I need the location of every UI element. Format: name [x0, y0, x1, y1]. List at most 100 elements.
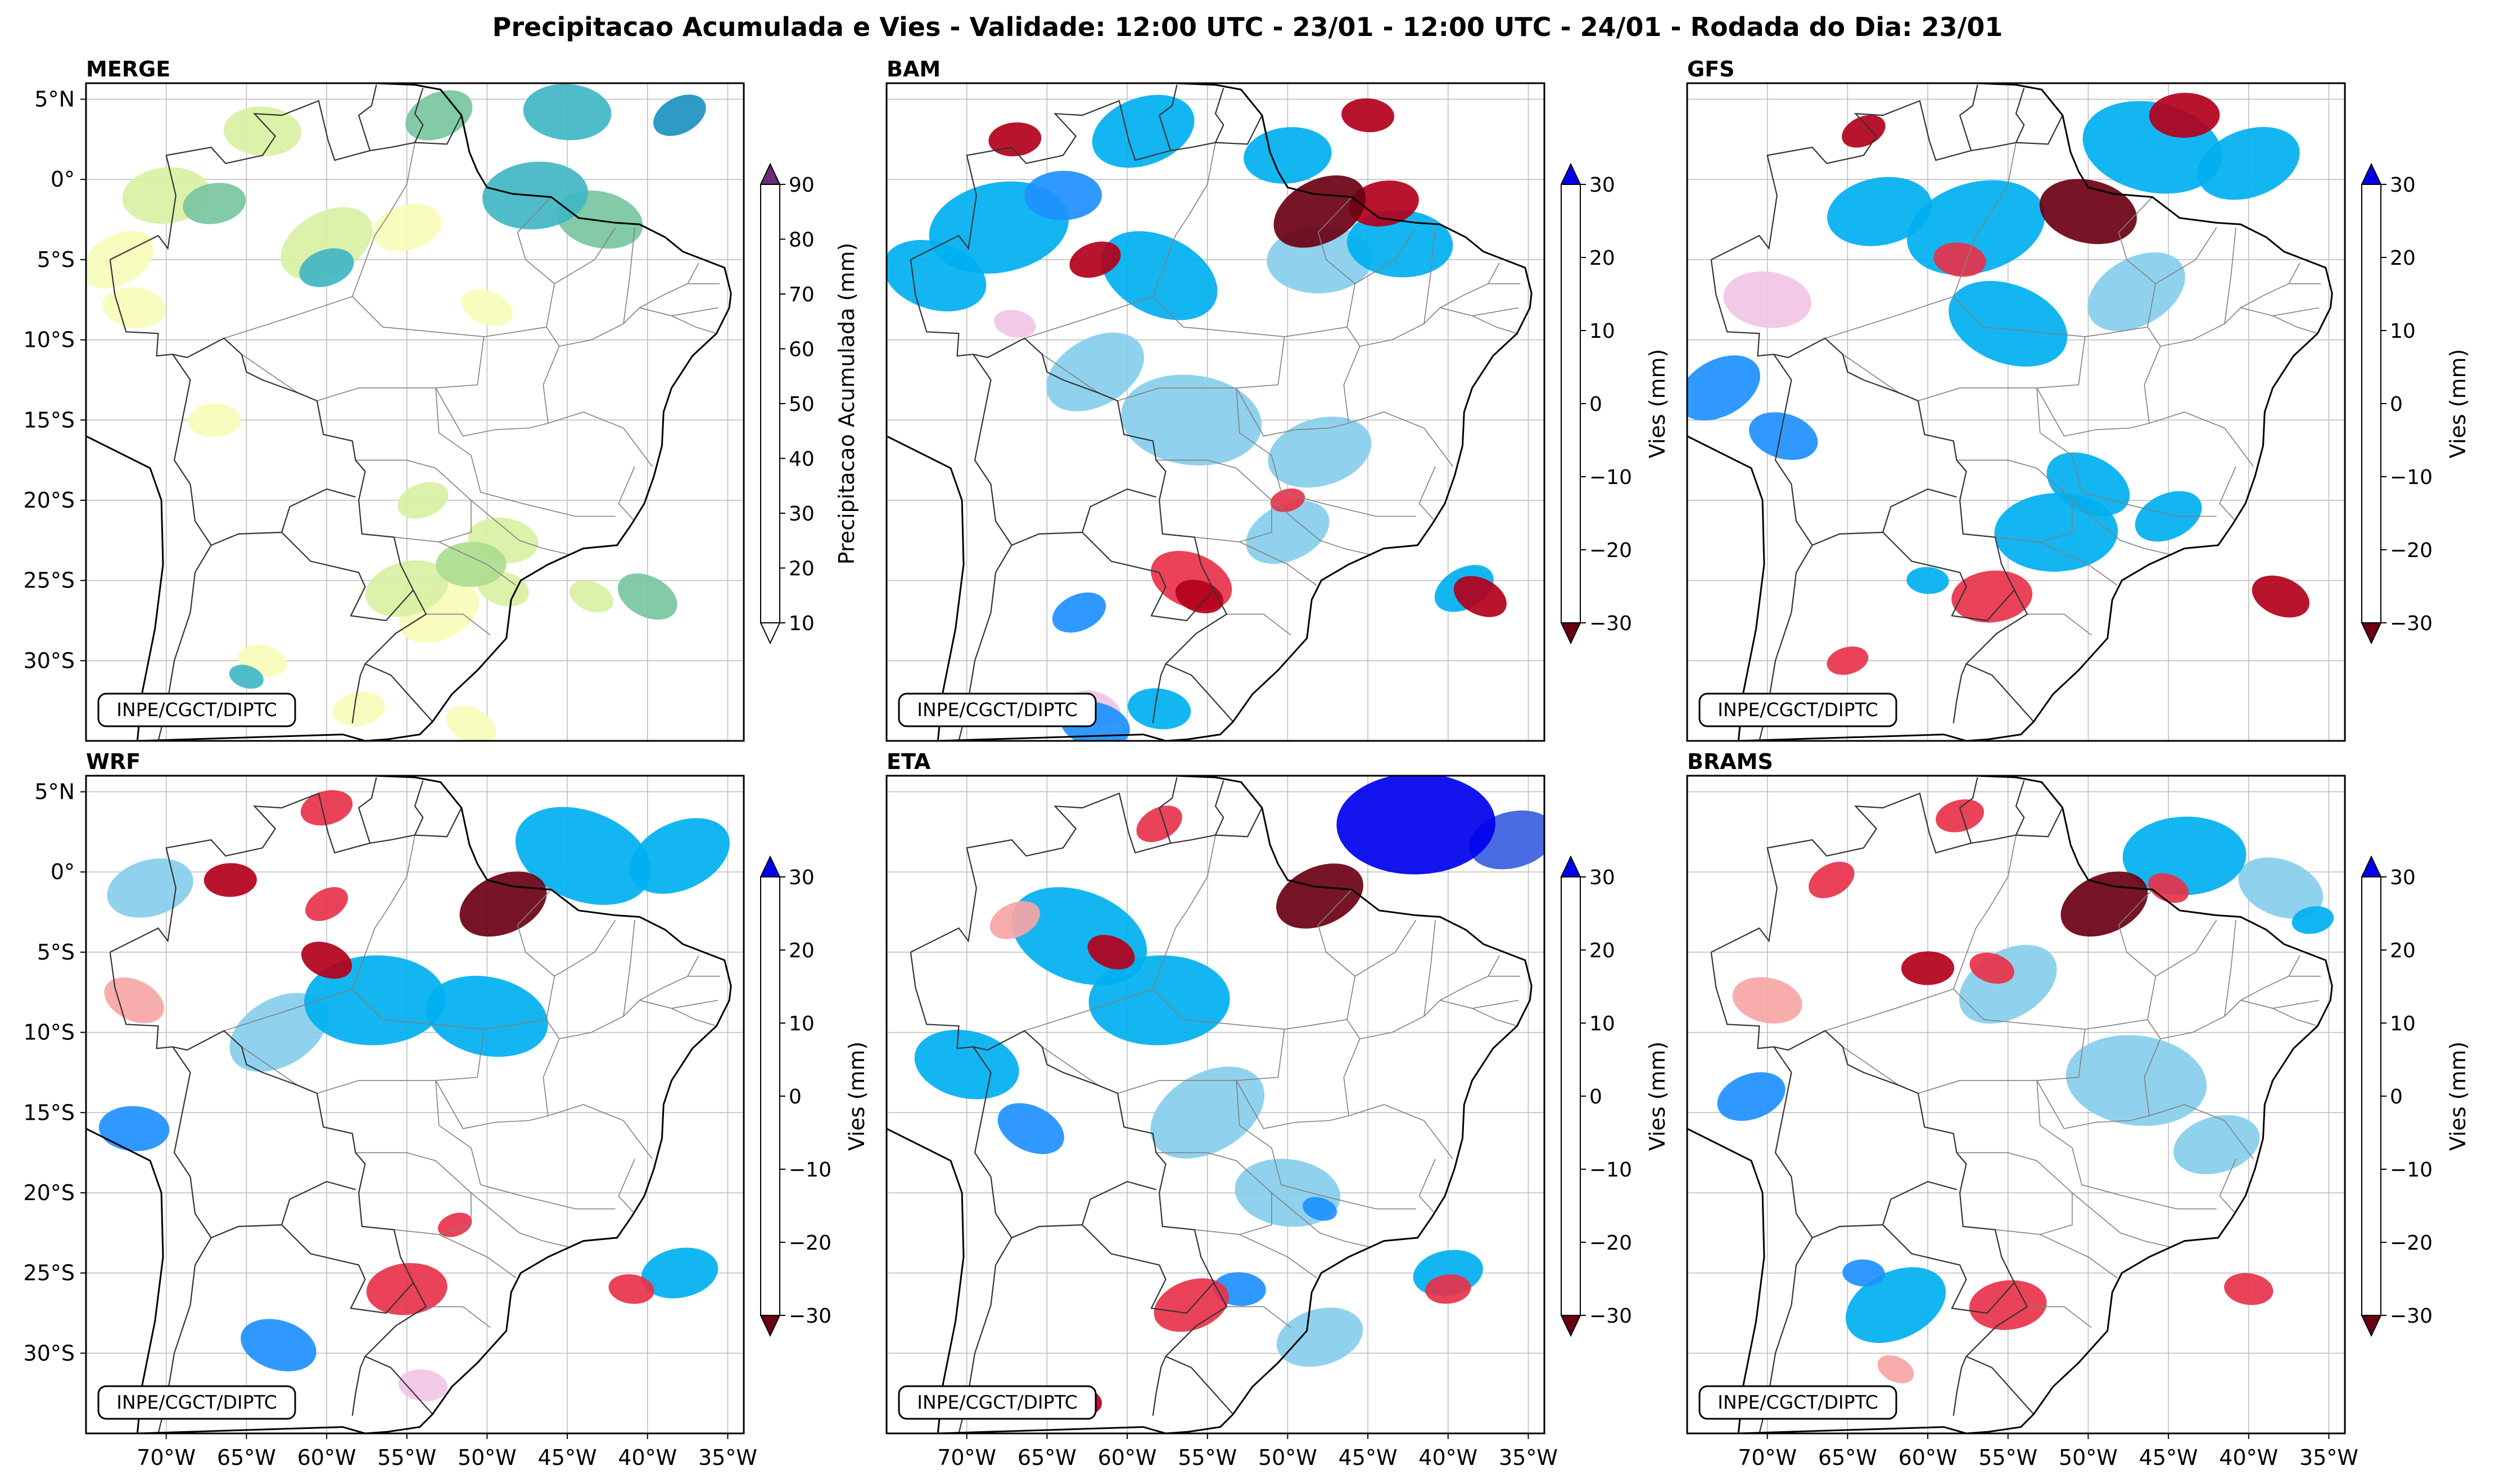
data-cell: [1347, 210, 1453, 278]
country-border: [414, 780, 424, 836]
colorbar-tick-label: −10: [2390, 466, 2433, 489]
colorbar-extend-max: [760, 855, 781, 877]
data-cell: [1341, 98, 1395, 133]
colorbar-extend-max: [760, 162, 781, 185]
state-line: [351, 142, 415, 297]
colorbar-label: Vies (mm): [1645, 349, 1670, 459]
colorbar-tick-label: −20: [1589, 1232, 1632, 1255]
state-line: [2027, 1306, 2092, 1328]
colorbar-tick-label: 30: [789, 503, 815, 526]
x-tick-label: 40°W: [1418, 1445, 1477, 1470]
figure-title: Precipitacao Acumulada e Vies - Validade…: [492, 12, 2003, 42]
data-cell: [1276, 1307, 1363, 1367]
data-cell: [608, 1274, 654, 1304]
panel-title: BRAMS: [1687, 749, 1773, 774]
colorbar-tick-label: 30: [789, 866, 815, 889]
credit-box: [97, 693, 296, 727]
state-line: [471, 500, 571, 555]
data-cell: [1087, 935, 1135, 970]
country-border: [109, 259, 433, 722]
data-cell: [1268, 417, 1372, 488]
y-tick-label: 25°S: [24, 1261, 75, 1286]
country-border: [1959, 777, 1978, 844]
data-cell: [1809, 862, 1855, 898]
data-cell: [446, 705, 496, 741]
colorbar-frame: [760, 876, 780, 1316]
data-cell: [1246, 500, 1330, 564]
state-line: [2036, 388, 2217, 517]
x-tick-label: 40°W: [2219, 1445, 2278, 1470]
state-line: [1825, 988, 2161, 1039]
country-border: [910, 952, 1234, 1415]
state-line: [1440, 263, 1500, 309]
x-tick-label: 55°W: [377, 1445, 436, 1470]
state-line: [1423, 227, 1436, 324]
data-cell: [299, 248, 354, 287]
state-line: [1472, 999, 1519, 1009]
data-cell: [1969, 952, 2014, 984]
colorbar-tick-label: 30: [2390, 174, 2416, 197]
country-border: [1711, 792, 2063, 953]
colorbar-tick-label: 0: [1589, 1085, 1602, 1109]
data-cell: [1949, 280, 2068, 367]
state-line: [224, 988, 560, 1039]
credit-box: [1698, 693, 1897, 727]
y-tick-label: 0°: [51, 167, 75, 192]
state-line: [1952, 142, 2017, 297]
map-area: [86, 83, 744, 741]
data-cell: [1827, 177, 1932, 246]
country-border: [1158, 777, 1178, 844]
data-cell: [1842, 1259, 1885, 1287]
data-cell: [523, 84, 612, 141]
data-cell: [1046, 332, 1144, 411]
x-tick-label: 45°W: [538, 1445, 597, 1470]
state-line: [517, 889, 555, 1020]
state-line: [2155, 920, 2217, 977]
credit-text: INPE/CGCT/DIPTC: [917, 699, 1078, 721]
colorbar-tick-label: −20: [2390, 539, 2433, 562]
country-border: [110, 99, 462, 260]
state-line: [543, 1038, 653, 1160]
credit-box: [97, 1385, 296, 1420]
country-border: [1952, 663, 1967, 723]
x-tick-label: 70°W: [1738, 1445, 1797, 1470]
data-cell: [1732, 977, 1802, 1024]
panel-wrf: WRF INPE/CGCT/DIPTC 5°N 0° 5°S 10°S 15°S 20°S 25…: [24, 749, 869, 1470]
colorbar-extend-min: [760, 622, 781, 645]
colorbar: 30 20 10 0 −10 −20 −30 Vies (mm): [2361, 855, 2470, 1337]
data-cell: [1936, 799, 1985, 833]
colorbar-tick-label: 30: [1589, 174, 1615, 197]
state-line: [2040, 1234, 2118, 1278]
x-tick-label: 45°W: [1339, 1445, 1398, 1470]
y-tick-label: 10°S: [24, 328, 75, 352]
state-line: [439, 1234, 517, 1278]
colorbar-tick-label: 0: [2390, 1085, 2403, 1109]
state-line: [2219, 466, 2236, 520]
state-line: [435, 1080, 549, 1129]
country-border: [109, 952, 433, 1415]
y-tick-label: 5°N: [34, 780, 75, 804]
state-line: [1354, 920, 1417, 977]
state-line: [1117, 1029, 1285, 1094]
panel-merge: MERGE INPE/CGCT/DIPTC 5°N 0° 5°S 10°S 15°S 20°S…: [24, 57, 859, 742]
data-cell: [98, 1106, 170, 1151]
data-cell: [204, 863, 257, 897]
data-cell: [1349, 180, 1419, 227]
state-line: [2240, 263, 2300, 309]
country-border: [281, 1224, 414, 1314]
state-line: [1024, 296, 1361, 347]
data-cell: [994, 310, 1036, 338]
country-border: [358, 84, 377, 151]
x-tick-label: 50°W: [2059, 1445, 2118, 1470]
colorbar-tick-label: 40: [789, 448, 815, 471]
state-line: [1271, 1192, 1371, 1248]
colorbar: 30 20 10 0 −10 −20 −30 Vies (mm): [760, 855, 869, 1337]
country-border: [1952, 1356, 1967, 1416]
state-line: [618, 1159, 635, 1212]
country-border: [1882, 1224, 2015, 1314]
state-line: [1952, 835, 2017, 989]
data-cell: [1827, 646, 1869, 675]
state-line: [2036, 387, 2150, 437]
credit-text: INPE/CGCT/DIPTC: [917, 1391, 1078, 1413]
country-border: [351, 663, 366, 723]
